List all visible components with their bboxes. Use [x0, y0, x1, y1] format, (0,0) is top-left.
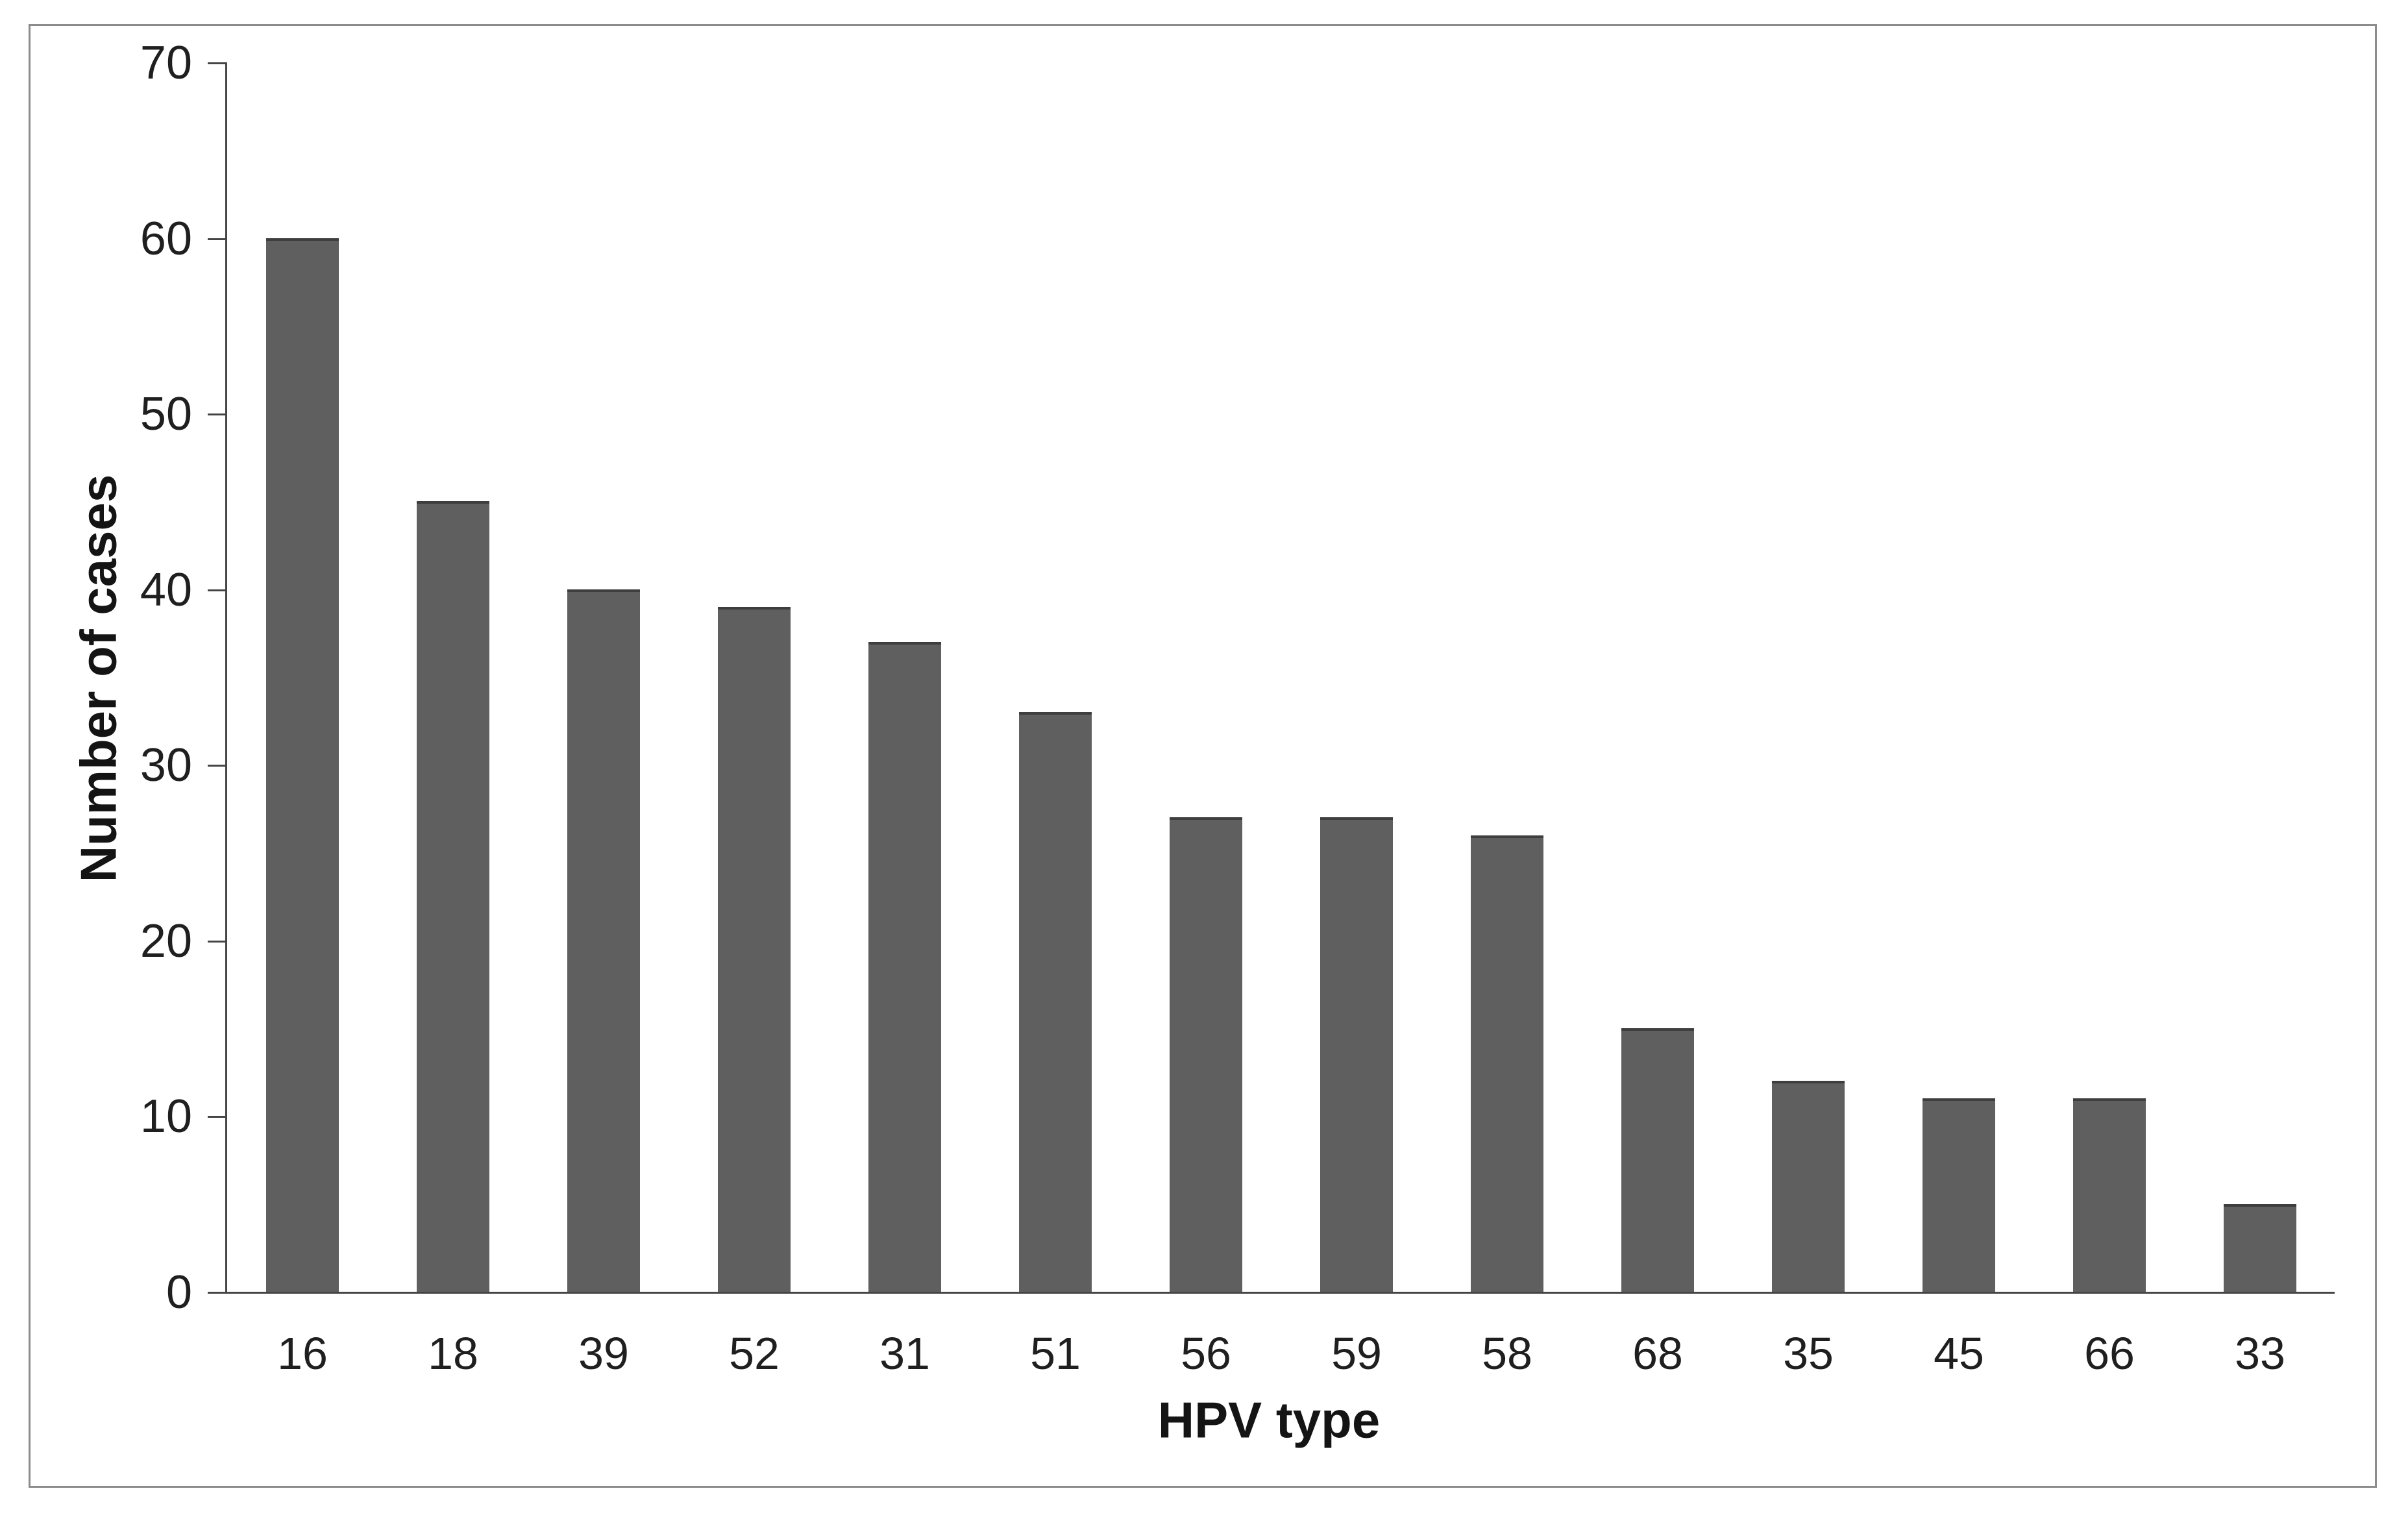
x-axis-title: HPV type — [1157, 1391, 1381, 1449]
x-category-label-58: 58 — [1482, 1328, 1532, 1379]
y-axis-tick-label: 10 — [140, 1091, 192, 1143]
y-axis-tick-label: 30 — [140, 739, 192, 792]
x-category-label-31: 31 — [879, 1328, 930, 1379]
x-category-label-18: 18 — [428, 1328, 478, 1379]
y-axis-tick — [208, 413, 225, 416]
y-axis-tick — [208, 1292, 225, 1294]
y-axis-tick — [208, 589, 225, 591]
bar-45 — [1923, 1098, 1995, 1292]
bar-52 — [718, 606, 791, 1292]
y-axis-tick — [208, 765, 225, 767]
bar-39 — [567, 589, 640, 1292]
y-axis-tick-label: 40 — [140, 563, 192, 616]
bar-51 — [1019, 712, 1092, 1292]
y-axis-tick — [208, 940, 225, 943]
x-category-label-66: 66 — [2084, 1328, 2135, 1379]
y-axis-tick-label: 50 — [140, 388, 192, 441]
y-axis-line — [225, 62, 227, 1294]
x-category-label-16: 16 — [277, 1328, 328, 1379]
y-axis-tick-label: 20 — [140, 915, 192, 967]
x-category-label-56: 56 — [1181, 1328, 1231, 1379]
x-category-label-39: 39 — [578, 1328, 629, 1379]
bar-58 — [1471, 835, 1543, 1292]
y-axis-tick — [208, 238, 225, 240]
x-category-label-35: 35 — [1783, 1328, 1834, 1379]
x-category-label-52: 52 — [729, 1328, 780, 1379]
x-category-label-33: 33 — [2235, 1328, 2285, 1379]
y-axis-tick — [208, 62, 225, 64]
x-category-label-59: 59 — [1331, 1328, 1382, 1379]
bar-66 — [2073, 1098, 2146, 1292]
bar-18 — [417, 501, 489, 1292]
bar-68 — [1621, 1028, 1694, 1292]
x-category-label-68: 68 — [1632, 1328, 1683, 1379]
x-category-label-45: 45 — [1934, 1328, 1984, 1379]
bar-16 — [266, 238, 339, 1292]
y-axis-tick — [208, 1116, 225, 1118]
y-axis-tick-label: 0 — [166, 1266, 192, 1318]
bar-31 — [868, 641, 941, 1292]
y-axis-tick-label: 60 — [140, 212, 192, 265]
y-axis-title: Number of cases — [69, 474, 127, 883]
bar-56 — [1170, 817, 1242, 1292]
bar-35 — [1772, 1081, 1845, 1292]
x-axis-line — [225, 1292, 2335, 1294]
x-category-label-51: 51 — [1030, 1328, 1081, 1379]
bar-59 — [1320, 817, 1393, 1292]
y-axis-tick-label: 70 — [140, 37, 192, 89]
bar-33 — [2224, 1203, 2296, 1292]
